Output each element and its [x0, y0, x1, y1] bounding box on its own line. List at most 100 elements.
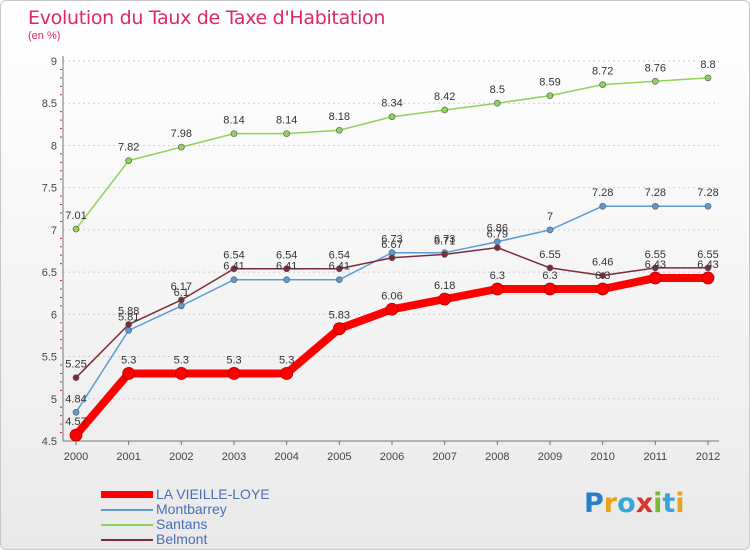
data-label: 4.84 [65, 393, 86, 405]
logo-letter: x [635, 488, 654, 519]
data-point [494, 99, 501, 107]
data-label: 6.3 [542, 270, 557, 282]
data-point [280, 367, 294, 380]
data-point [546, 264, 554, 272]
data-label: 5.3 [226, 354, 241, 366]
legend-item: LA VIEILLE-LOYE [101, 486, 401, 503]
data-point [125, 321, 132, 328]
x-tick-label: 2007 [432, 451, 456, 463]
data-point [336, 126, 343, 134]
data-point [490, 282, 504, 296]
data-label: 6.3 [595, 270, 610, 282]
data-point [72, 408, 80, 416]
data-point [441, 106, 448, 114]
data-label: 6.17 [171, 281, 192, 293]
data-label: 5.3 [121, 354, 136, 366]
data-point [494, 244, 501, 251]
y-tick-label: 9 [51, 56, 57, 68]
data-point [652, 264, 659, 272]
data-label: 6.43 [697, 259, 718, 271]
data-point [230, 276, 238, 284]
logo-letter: i [675, 488, 685, 519]
data-label: 8.34 [381, 98, 402, 110]
data-label: 6.41 [223, 261, 244, 273]
data-label: 8.42 [434, 91, 455, 103]
data-point [336, 276, 343, 284]
data-point [230, 265, 238, 273]
data-point [125, 157, 132, 164]
y-tick-label: 8.5 [42, 98, 57, 110]
data-label: 6.41 [329, 261, 350, 273]
data-label: 7.28 [697, 187, 718, 199]
data-label: 4.57 [65, 416, 86, 428]
data-point [69, 428, 83, 442]
data-point [599, 202, 606, 210]
x-tick-label: 2006 [380, 451, 404, 463]
x-tick-label: 2010 [590, 451, 614, 463]
data-label: 6.06 [381, 290, 402, 302]
data-label: 6.46 [592, 256, 613, 268]
data-point [174, 367, 188, 380]
data-label: 6.55 [697, 249, 718, 261]
data-label: 7 [547, 211, 553, 223]
data-point [178, 143, 185, 151]
x-tick-label: 2000 [64, 451, 88, 463]
y-tick-label: 7.5 [42, 183, 57, 195]
data-label: 6.79 [487, 229, 508, 241]
legend-swatch [101, 491, 153, 498]
data-label: 6.18 [434, 280, 455, 292]
legend-label: Belmont [156, 531, 208, 547]
data-label: 7.28 [592, 187, 613, 199]
data-point [704, 202, 712, 210]
y-tick-label: 6 [51, 309, 57, 321]
data-label: 5.3 [279, 354, 294, 366]
data-label: 6.3 [490, 270, 505, 282]
data-point [227, 367, 241, 380]
y-tick-label: 6.5 [42, 267, 57, 279]
x-tick-label: 2005 [327, 451, 351, 463]
data-label: 8.14 [223, 115, 244, 127]
data-label: 6.43 [645, 259, 666, 271]
legend-label: Santans [156, 516, 208, 532]
data-point [230, 130, 238, 137]
data-point [122, 367, 136, 380]
data-point [72, 374, 80, 381]
data-label: 8.14 [276, 115, 297, 127]
x-tick-label: 2009 [538, 451, 562, 463]
legend-item: Montbarrey [101, 501, 401, 518]
data-point [388, 254, 396, 262]
data-label: 8.59 [539, 77, 560, 89]
data-point [283, 130, 290, 137]
data-point [546, 92, 554, 99]
data-point [704, 74, 712, 82]
data-label: 6.55 [645, 249, 666, 261]
data-label: 6.71 [434, 235, 455, 247]
data-label: 7.01 [65, 210, 86, 222]
data-label: 8.76 [645, 62, 666, 74]
y-tick-label: 5.5 [42, 352, 57, 364]
data-label: 6.54 [276, 250, 297, 262]
data-label: 6.73 [381, 234, 402, 246]
data-label: 6.86 [487, 223, 508, 235]
data-label: 6.1 [174, 287, 189, 299]
data-point [599, 81, 606, 88]
chart-title: Evolution du Taux de Taxe d'Habitation [28, 7, 386, 29]
legend-swatch [101, 539, 153, 541]
legend-item: Belmont [101, 531, 401, 548]
y-tick-label: 8 [51, 140, 57, 152]
data-point [438, 292, 452, 306]
data-point [332, 322, 346, 336]
data-point [652, 77, 659, 85]
data-label: 6.54 [223, 250, 244, 262]
x-tick-label: 2001 [116, 451, 140, 463]
data-label: 6.41 [276, 261, 297, 273]
x-tick-label: 2004 [274, 451, 298, 463]
data-point [648, 271, 662, 285]
logo-letter: i [653, 488, 663, 519]
data-point [543, 282, 557, 296]
data-label: 8.8 [700, 59, 715, 71]
data-point [704, 264, 712, 272]
data-point [701, 271, 715, 285]
